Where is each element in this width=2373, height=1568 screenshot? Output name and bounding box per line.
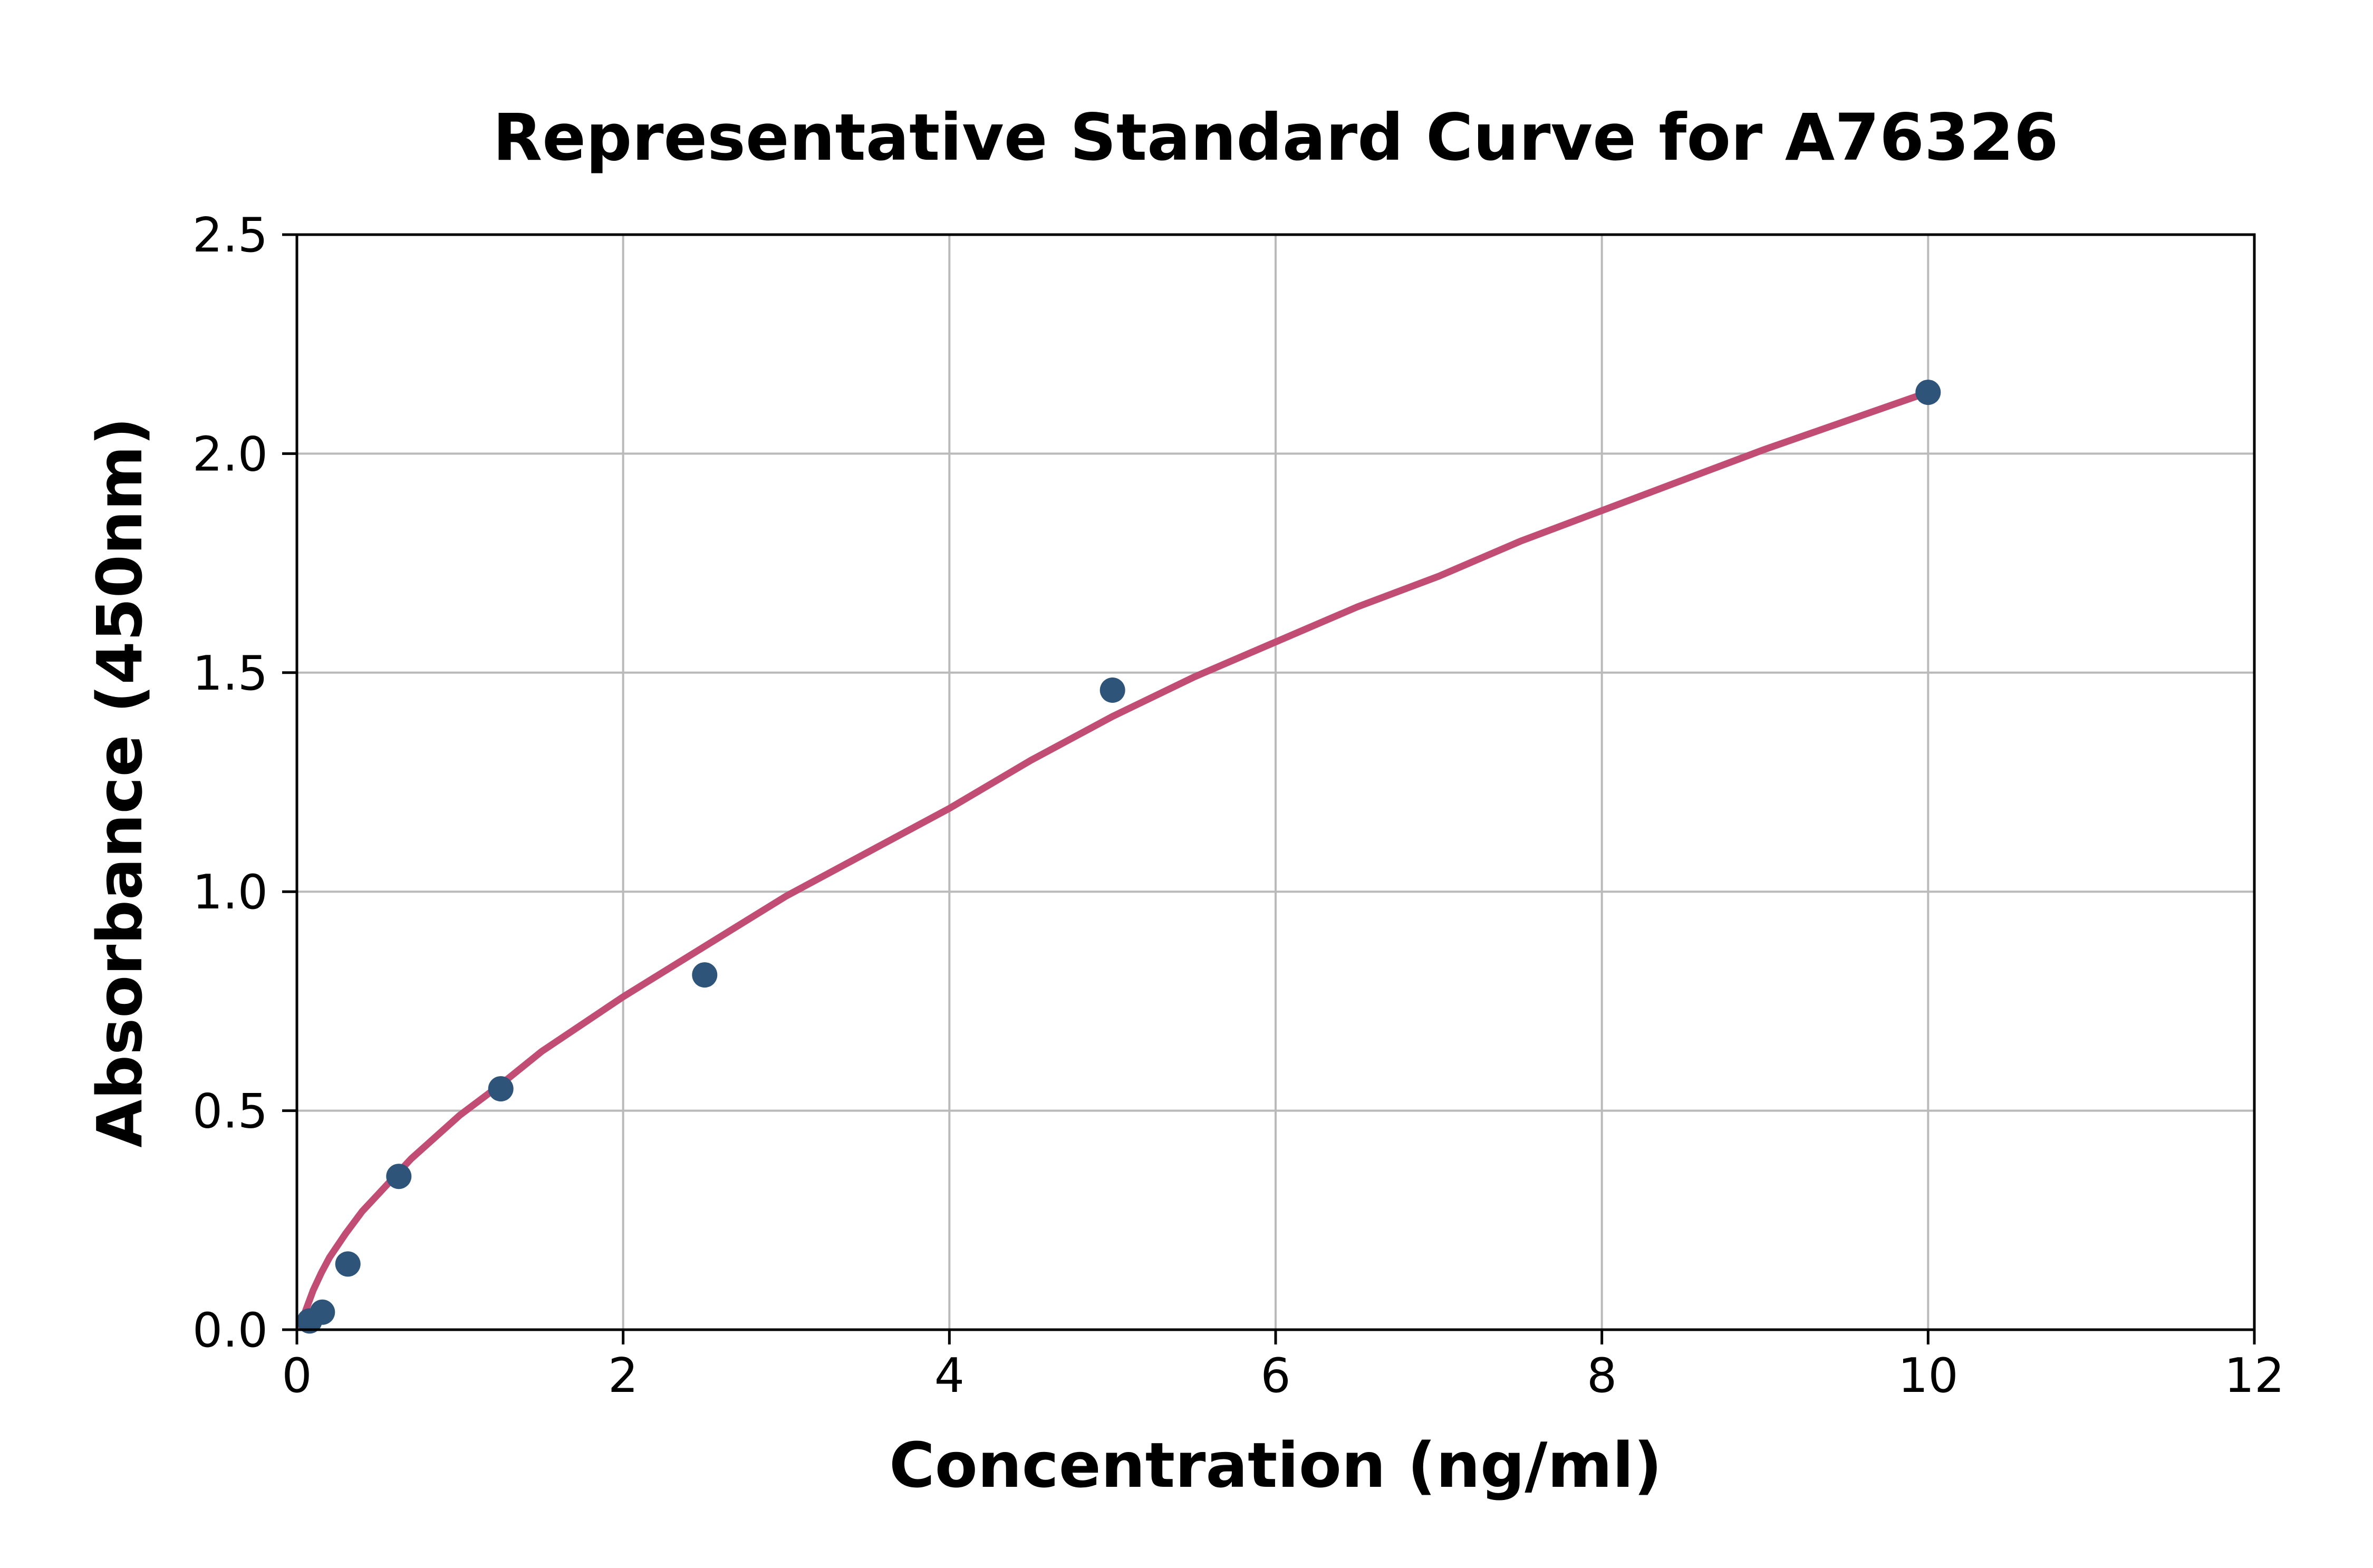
y-tick-label: 0.0 bbox=[192, 1303, 268, 1358]
y-tick-label: 1.5 bbox=[192, 646, 268, 701]
data-point bbox=[692, 962, 718, 988]
x-tick-label: 0 bbox=[282, 1348, 312, 1404]
x-tick-label: 8 bbox=[1587, 1348, 1617, 1404]
y-axis-label: Absorbance (450nm) bbox=[83, 417, 156, 1148]
x-tick-label: 6 bbox=[1260, 1348, 1290, 1404]
tick-marks bbox=[282, 233, 2256, 1344]
x-tick-label: 4 bbox=[934, 1348, 964, 1404]
y-tick-label: 2.5 bbox=[192, 208, 268, 263]
data-points bbox=[297, 380, 1941, 1334]
data-point bbox=[1099, 677, 1125, 703]
tick-labels: 0 2 4 6 8 10 12 0.0 0.5 1.0 1.5 2.0 2.5 bbox=[192, 208, 2284, 1404]
chart-title: Representative Standard Curve for A76326 bbox=[493, 100, 2058, 175]
data-point bbox=[310, 1299, 335, 1325]
gridlines bbox=[296, 234, 2255, 1331]
y-tick-label: 1.0 bbox=[192, 865, 268, 920]
fit-curve-layer bbox=[296, 389, 1932, 1329]
data-point bbox=[1915, 380, 1941, 405]
x-tick-label: 12 bbox=[2224, 1348, 2285, 1404]
y-tick-label: 0.5 bbox=[192, 1084, 268, 1139]
y-tick-label: 2.0 bbox=[192, 427, 268, 482]
data-point bbox=[335, 1251, 361, 1277]
x-tick-label: 2 bbox=[608, 1348, 638, 1404]
x-tick-label: 10 bbox=[1898, 1348, 1959, 1404]
data-point bbox=[488, 1076, 514, 1102]
x-axis-label: Concentration (ng/ml) bbox=[889, 1429, 1662, 1502]
fit-curve bbox=[296, 389, 1932, 1329]
data-point bbox=[386, 1164, 412, 1189]
